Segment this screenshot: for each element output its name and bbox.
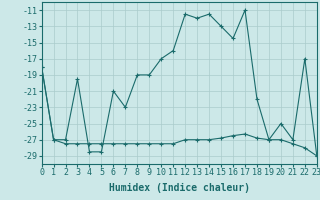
X-axis label: Humidex (Indice chaleur): Humidex (Indice chaleur) bbox=[109, 183, 250, 193]
